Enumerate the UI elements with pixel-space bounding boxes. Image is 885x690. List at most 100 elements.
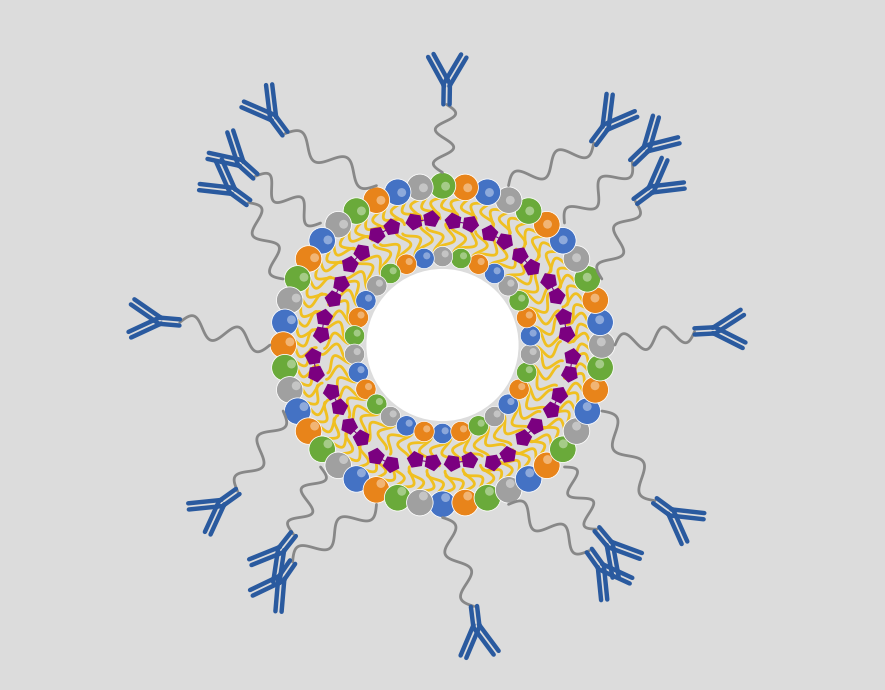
Polygon shape — [426, 455, 441, 471]
Polygon shape — [354, 245, 369, 260]
Polygon shape — [305, 348, 320, 364]
Polygon shape — [556, 309, 571, 324]
Circle shape — [311, 422, 319, 431]
Circle shape — [423, 425, 430, 433]
Circle shape — [348, 362, 368, 382]
Circle shape — [520, 344, 541, 364]
Circle shape — [498, 394, 519, 415]
Circle shape — [358, 366, 365, 373]
Circle shape — [484, 264, 504, 284]
Circle shape — [344, 344, 365, 364]
Circle shape — [468, 254, 489, 275]
Polygon shape — [342, 419, 358, 434]
Polygon shape — [524, 259, 539, 275]
Circle shape — [558, 440, 567, 449]
Polygon shape — [332, 400, 348, 415]
Circle shape — [309, 228, 335, 254]
Circle shape — [343, 198, 370, 224]
Circle shape — [414, 248, 435, 268]
Polygon shape — [445, 213, 460, 228]
Circle shape — [506, 196, 515, 205]
Circle shape — [509, 290, 529, 311]
Circle shape — [550, 228, 576, 254]
Circle shape — [496, 187, 522, 213]
Polygon shape — [326, 291, 341, 306]
Polygon shape — [383, 457, 398, 473]
Polygon shape — [384, 219, 399, 235]
Circle shape — [506, 479, 515, 488]
Circle shape — [429, 491, 456, 518]
Polygon shape — [512, 248, 528, 264]
Circle shape — [484, 406, 504, 426]
Circle shape — [468, 415, 489, 436]
Polygon shape — [541, 274, 556, 289]
Circle shape — [543, 220, 552, 228]
Circle shape — [358, 311, 365, 319]
Circle shape — [381, 264, 401, 284]
Polygon shape — [500, 447, 515, 462]
Circle shape — [325, 452, 351, 479]
Circle shape — [596, 337, 605, 346]
Circle shape — [596, 359, 604, 368]
Circle shape — [558, 235, 567, 244]
Circle shape — [583, 273, 592, 282]
Circle shape — [287, 359, 296, 368]
Circle shape — [348, 308, 368, 328]
Circle shape — [419, 184, 427, 193]
Circle shape — [526, 469, 535, 477]
Circle shape — [534, 452, 560, 479]
Circle shape — [474, 179, 501, 206]
Circle shape — [357, 469, 366, 477]
Circle shape — [339, 455, 348, 464]
Circle shape — [529, 330, 536, 337]
Circle shape — [343, 466, 370, 492]
Circle shape — [526, 366, 533, 373]
Polygon shape — [497, 234, 512, 249]
Polygon shape — [486, 455, 501, 471]
Circle shape — [419, 491, 427, 500]
Circle shape — [563, 246, 589, 272]
Polygon shape — [342, 257, 358, 272]
Circle shape — [515, 198, 542, 224]
Circle shape — [460, 253, 467, 259]
Polygon shape — [424, 211, 439, 226]
Polygon shape — [566, 349, 581, 364]
Circle shape — [292, 294, 301, 302]
Circle shape — [292, 382, 301, 390]
Circle shape — [526, 206, 535, 215]
Circle shape — [442, 427, 449, 434]
Polygon shape — [353, 431, 369, 445]
Circle shape — [365, 295, 372, 302]
Circle shape — [507, 398, 514, 405]
Circle shape — [572, 253, 581, 262]
Circle shape — [406, 174, 433, 201]
Polygon shape — [444, 456, 459, 471]
Polygon shape — [324, 384, 339, 400]
Circle shape — [517, 362, 537, 382]
Circle shape — [299, 402, 308, 411]
Circle shape — [498, 275, 519, 296]
Circle shape — [485, 188, 494, 197]
Circle shape — [309, 436, 335, 462]
Polygon shape — [309, 366, 324, 382]
Circle shape — [284, 398, 311, 424]
Circle shape — [529, 348, 536, 355]
Circle shape — [515, 466, 542, 492]
Circle shape — [376, 479, 385, 488]
Polygon shape — [313, 328, 329, 342]
Circle shape — [414, 422, 435, 442]
Polygon shape — [369, 448, 384, 464]
Circle shape — [389, 267, 396, 275]
Circle shape — [276, 377, 303, 403]
Circle shape — [356, 379, 376, 400]
Circle shape — [582, 287, 609, 313]
Circle shape — [442, 493, 450, 502]
Circle shape — [284, 266, 311, 292]
Circle shape — [324, 235, 333, 244]
Circle shape — [494, 411, 501, 417]
Circle shape — [433, 423, 452, 444]
Circle shape — [396, 415, 417, 436]
Circle shape — [272, 309, 298, 335]
Circle shape — [423, 253, 430, 259]
Circle shape — [366, 275, 387, 296]
